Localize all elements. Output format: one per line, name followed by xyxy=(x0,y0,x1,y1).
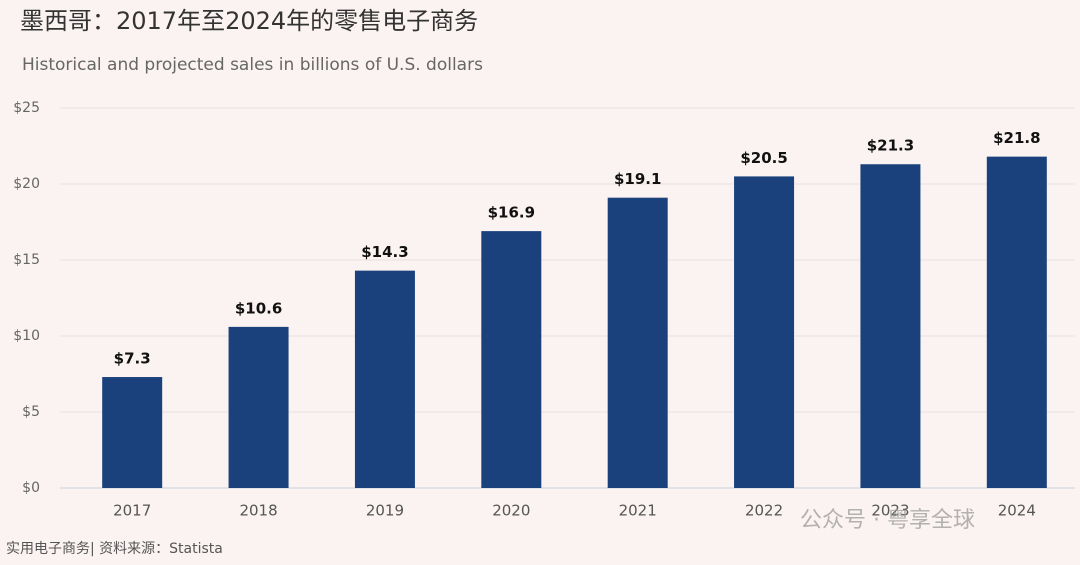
value-label: $20.5 xyxy=(740,149,787,167)
chart-subtitle: Historical and projected sales in billio… xyxy=(22,55,483,75)
x-tick-label: 2022 xyxy=(745,502,783,520)
value-label: $10.6 xyxy=(235,299,282,317)
y-tick-label: $0 xyxy=(22,480,40,496)
bar xyxy=(734,176,795,488)
watermark: 公众号 · 粤享全球 xyxy=(800,508,975,533)
bar xyxy=(102,377,163,488)
bar xyxy=(354,270,415,488)
x-tick-label: 2019 xyxy=(366,502,404,520)
value-label: $19.1 xyxy=(614,170,661,188)
y-tick-label: $25 xyxy=(13,100,40,116)
x-tick-label: 2017 xyxy=(113,502,151,520)
value-label: $7.3 xyxy=(114,350,151,368)
bar xyxy=(228,326,289,488)
value-label: $21.3 xyxy=(867,137,914,155)
value-label: $16.9 xyxy=(488,204,535,222)
value-label: $21.8 xyxy=(993,129,1040,147)
y-tick-label: $15 xyxy=(13,252,40,268)
bar xyxy=(986,156,1047,488)
y-tick-label: $5 xyxy=(22,404,40,420)
source-note: 实用电子商务| 资料来源：Statista xyxy=(6,541,223,557)
y-tick-label: $10 xyxy=(13,328,40,344)
x-tick-label: 2018 xyxy=(239,502,277,520)
bar xyxy=(860,164,921,489)
bar xyxy=(481,231,542,488)
value-label: $14.3 xyxy=(361,243,408,261)
x-tick-label: 2023 xyxy=(871,502,909,520)
x-tick-label: 2021 xyxy=(619,502,657,520)
x-tick-label: 2024 xyxy=(998,502,1036,520)
y-tick-label: $20 xyxy=(13,176,40,192)
chart-title: 墨西哥：2017年至2024年的零售电子商务 xyxy=(20,7,478,35)
x-tick-label: 2020 xyxy=(492,502,530,520)
bar xyxy=(607,197,668,488)
